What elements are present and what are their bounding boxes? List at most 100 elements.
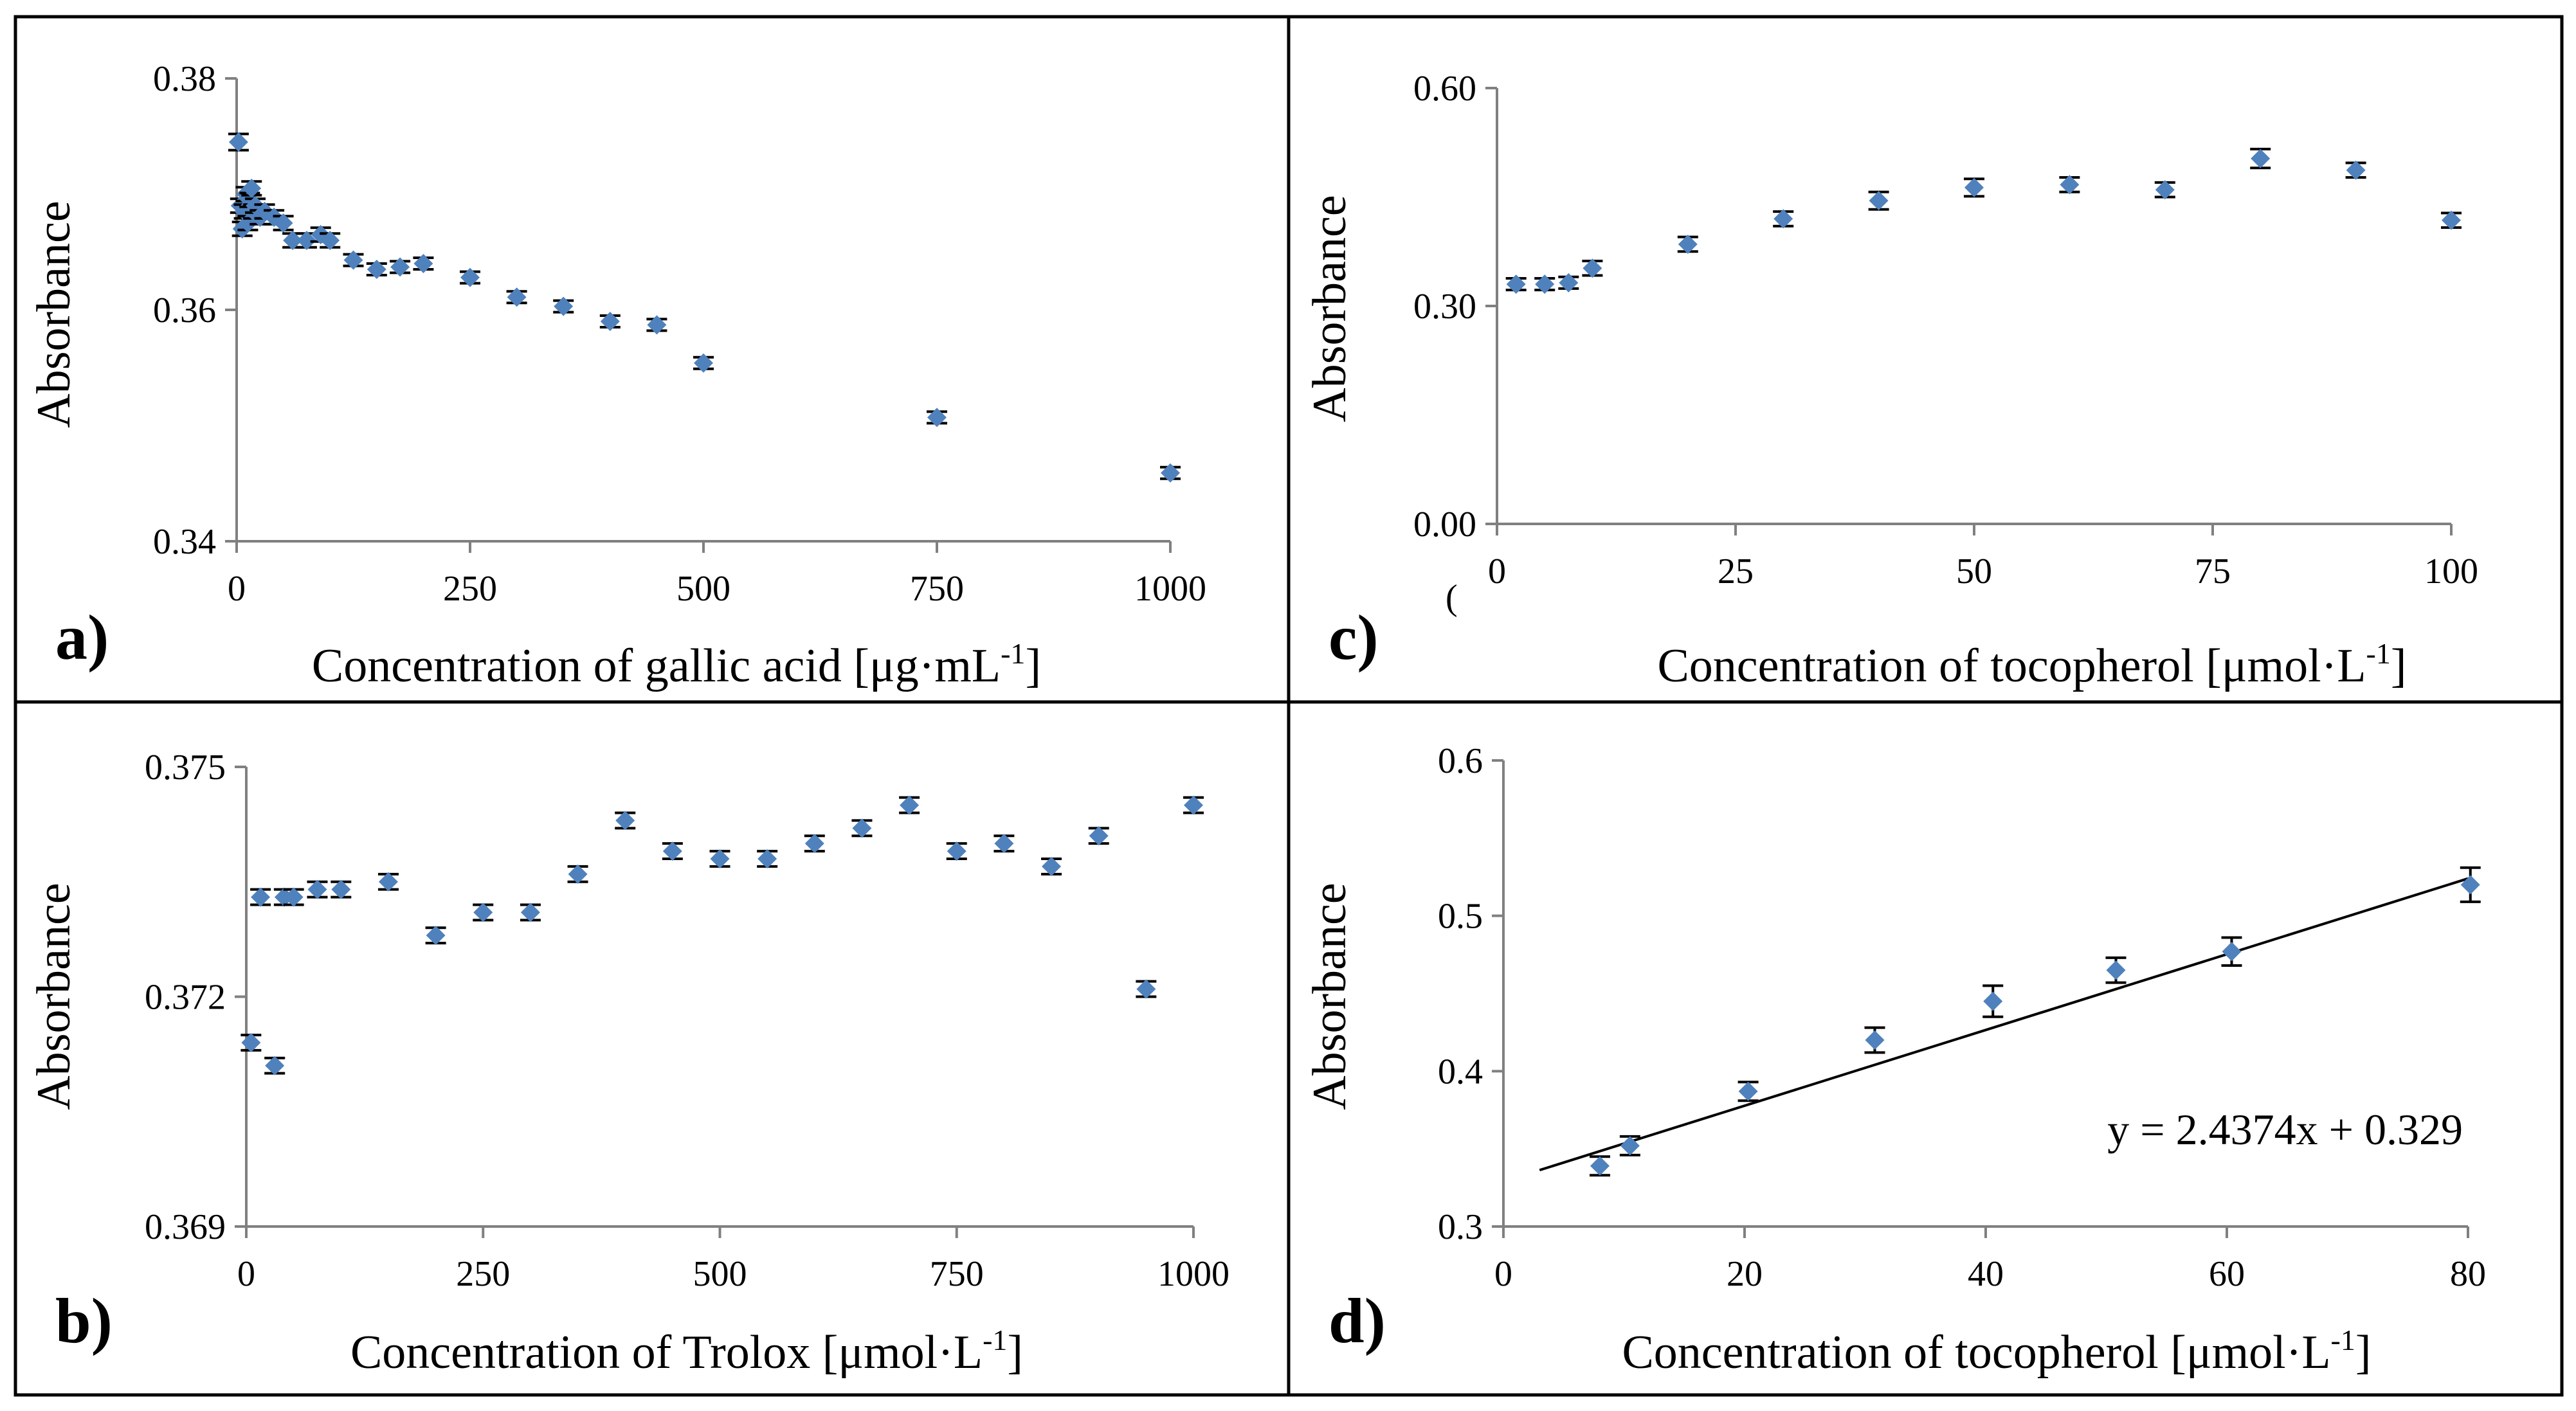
panel-d-data-point — [1590, 1155, 1610, 1177]
panel-d-data-point — [2105, 956, 2127, 984]
panel-c-xtick-label: 75 — [2195, 552, 2231, 591]
panel-c-marker — [2155, 180, 2175, 200]
panel-d-xtick-label: 0 — [1494, 1254, 1512, 1294]
panel-b-marker — [568, 864, 588, 884]
panel-a-data-point — [413, 254, 434, 273]
panel-a-data-point — [343, 250, 364, 270]
panel-a-marker — [320, 231, 340, 250]
panel-b-marker — [804, 834, 824, 854]
panel-b-marker — [1136, 979, 1156, 999]
panel-a-marker — [647, 315, 667, 335]
panel-b-marker — [757, 849, 777, 868]
panel-b-marker — [900, 795, 920, 815]
panel-c-marker — [1869, 191, 1889, 211]
panel-b-data-point — [331, 879, 352, 899]
panel-d-ytick-label: 0.3 — [1438, 1207, 1483, 1247]
panel-d-marker — [1983, 991, 2003, 1011]
panel-a-xtick-label: 750 — [910, 569, 964, 609]
panel-d-xtick-label: 20 — [1727, 1254, 1763, 1294]
panel-b-marker — [378, 872, 398, 892]
panel-a-data-point — [693, 353, 714, 373]
panel-d-ylabel: Absorbance — [1303, 883, 1356, 1110]
panel-a-marker — [273, 213, 293, 233]
panel-d-data-point — [1619, 1135, 1640, 1156]
panel-b-data-point — [993, 834, 1015, 854]
panel-a-marker — [554, 296, 574, 316]
panel-b-data-point — [425, 926, 446, 946]
panel-a-data-point — [460, 267, 480, 287]
panel-d-marker — [2460, 875, 2480, 895]
panel-d-data-point — [1737, 1081, 1759, 1102]
panel-b-marker — [994, 834, 1014, 854]
panel-a: Absorbance a) Concentration of gallic ac… — [28, 59, 1206, 692]
panel-a-marker — [390, 257, 410, 277]
panel-b-ytick-label: 0.375 — [145, 748, 226, 787]
panel-c-data-point — [1868, 190, 1889, 211]
panel-b-xtick-label: 750 — [930, 1254, 984, 1294]
panel-c-data-point — [2154, 180, 2175, 200]
panel-a-xtick-label: 1000 — [1134, 569, 1206, 609]
panel-a-xtick-label: 500 — [676, 569, 730, 609]
panel-c-data-point — [1558, 273, 1579, 292]
panel-c-marker — [1964, 177, 1984, 197]
panel-a-label: a) — [55, 602, 109, 673]
panel-c-stray-label: ( — [1446, 578, 1458, 618]
panel-b-marker — [1089, 826, 1109, 846]
panel-b-marker — [331, 879, 351, 899]
panel-c-xtick-label: 100 — [2424, 552, 2478, 591]
panel-a-marker — [367, 260, 386, 279]
panel-a-marker — [507, 287, 527, 307]
panel-d-xtick-label: 60 — [2209, 1254, 2245, 1294]
panel-c-data-point — [1582, 258, 1603, 278]
panel-b-marker — [473, 903, 493, 922]
panel-c-ytick-label: 0.00 — [1413, 505, 1476, 544]
panel-a-data-point — [599, 312, 621, 331]
panel-c-marker — [1559, 273, 1579, 292]
panel-b-data-point — [283, 887, 304, 907]
panel-b-data-point — [520, 903, 541, 922]
panel-a-data-point — [366, 260, 387, 279]
panel-b-marker — [251, 887, 271, 907]
panel-c-xtick-label: 0 — [1488, 552, 1506, 591]
panel-c-xtick-label: 50 — [1956, 552, 1992, 591]
panel-c-xtick-label: 25 — [1718, 552, 1754, 591]
panel-c-data-point — [1773, 209, 1794, 229]
panel-b-marker — [265, 1056, 285, 1075]
panel-c-marker — [1583, 258, 1602, 278]
panel-c: Absorbance ( c) Concentration of tocophe… — [1303, 69, 2478, 692]
panel-b-marker — [852, 818, 872, 838]
panel-d-xtick-label: 40 — [1968, 1254, 2004, 1294]
panel-d-marker — [1590, 1156, 1610, 1176]
panel-b-data-point — [1088, 826, 1109, 846]
panel-c-data-point — [1964, 177, 1984, 198]
panel-b-marker — [307, 879, 327, 899]
panel-b-marker — [284, 887, 304, 907]
panel-b-marker — [520, 903, 540, 922]
panel-c-ylabel: Absorbance — [1303, 195, 1356, 422]
panel-c-data-point — [2059, 175, 2080, 195]
panel-d-marker — [1865, 1030, 1885, 1050]
panel-a-data-point — [390, 257, 411, 277]
panel-a-marker — [413, 254, 433, 273]
panel-b-data-point — [1183, 795, 1204, 815]
panel-c-marker — [1678, 234, 1698, 254]
panel-b-data-point — [473, 903, 494, 922]
panel-b-marker — [662, 841, 682, 861]
panel-a-marker — [694, 353, 713, 373]
panel-b: Absorbance b) Concentration of Trolox [μ… — [28, 748, 1229, 1379]
panel-c-marker — [2251, 148, 2271, 168]
panel-c-data-point — [1677, 234, 1698, 254]
panel-d-marker — [1620, 1136, 1640, 1156]
panel-a-data-point — [241, 179, 262, 198]
panel-a-ylabel: Absorbance — [28, 201, 80, 427]
panel-a-marker — [343, 250, 363, 270]
panel-c-marker — [2346, 160, 2366, 180]
panel-d-marker — [2222, 942, 2242, 962]
panel-a-data-point — [506, 287, 527, 307]
panel-b-xtick-label: 1000 — [1157, 1254, 1229, 1294]
panel-a-ytick-label: 0.34 — [153, 522, 216, 562]
panel-c-marker — [2442, 210, 2461, 230]
panel-b-data-point — [307, 879, 328, 899]
panel-a-xlabel: Concentration of gallic acid [μg·mL-1] — [312, 637, 1041, 692]
